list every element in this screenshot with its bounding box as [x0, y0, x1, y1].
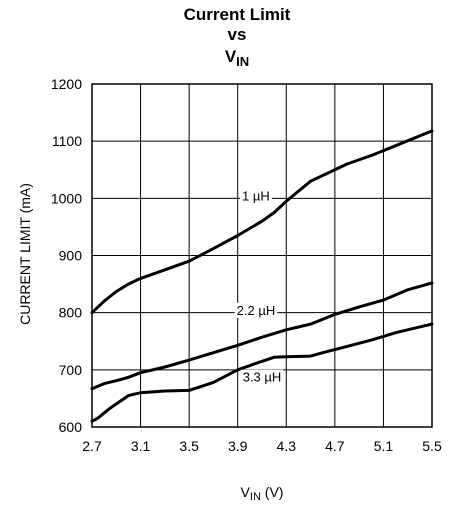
x-tick-label: 3.1: [131, 438, 151, 454]
series-line-1: [90, 281, 434, 391]
chart-title-line2: vs: [228, 25, 247, 44]
series-label-background: [240, 369, 284, 385]
chart-title-line3: VIN: [225, 47, 249, 69]
series-line-0: [90, 129, 434, 315]
x-axis-label-sub: IN: [250, 491, 261, 503]
y-tick-label: 1200: [51, 76, 82, 92]
x-tick-label: 3.5: [179, 438, 199, 454]
series-line-2: [90, 322, 434, 423]
x-tick-label: 4.7: [325, 438, 345, 454]
y-tick-label: 1100: [52, 133, 82, 149]
series-label-0: 1 µH: [242, 188, 270, 203]
y-tick-labels: 600 700 800 900 1000 1100 1200: [51, 76, 82, 435]
series-label-background: [234, 302, 278, 318]
x-axis-label-unit: (V): [261, 484, 284, 500]
x-axis-label: VIN (V): [241, 484, 284, 503]
y-axis-label: CURRENT LIMIT (mA): [17, 183, 33, 325]
y-tick-label: 900: [59, 248, 83, 264]
x-axis-label-v: V: [241, 484, 251, 500]
chart-title-sub: IN: [236, 54, 249, 69]
chart-title-v: V: [225, 47, 237, 66]
x-tick-labels: 2.7 3.1 3.5 3.9 4.3 4.7 5.1 5.5: [82, 438, 442, 454]
x-tick-label: 5.1: [374, 438, 394, 454]
y-tick-label: 1000: [51, 190, 82, 206]
series-label-2: 3.3 µH: [243, 370, 282, 385]
chart-title-line1: Current Limit: [184, 5, 291, 24]
y-tick-label: 700: [59, 362, 83, 378]
x-tick-label: 3.9: [228, 438, 248, 454]
x-tick-label: 2.7: [82, 438, 102, 454]
y-tick-label: 600: [59, 419, 83, 435]
x-tick-label: 5.5: [422, 438, 442, 454]
plot-frame: [91, 83, 433, 428]
x-tick-label: 4.3: [277, 438, 297, 454]
series-label-1: 2.2 µH: [237, 303, 276, 318]
series-curves: [90, 129, 434, 423]
y-tick-label: 800: [59, 305, 83, 321]
series-labels: 1 µH 2.2 µH 3.3 µH: [234, 188, 284, 385]
series-label-background: [240, 188, 272, 204]
